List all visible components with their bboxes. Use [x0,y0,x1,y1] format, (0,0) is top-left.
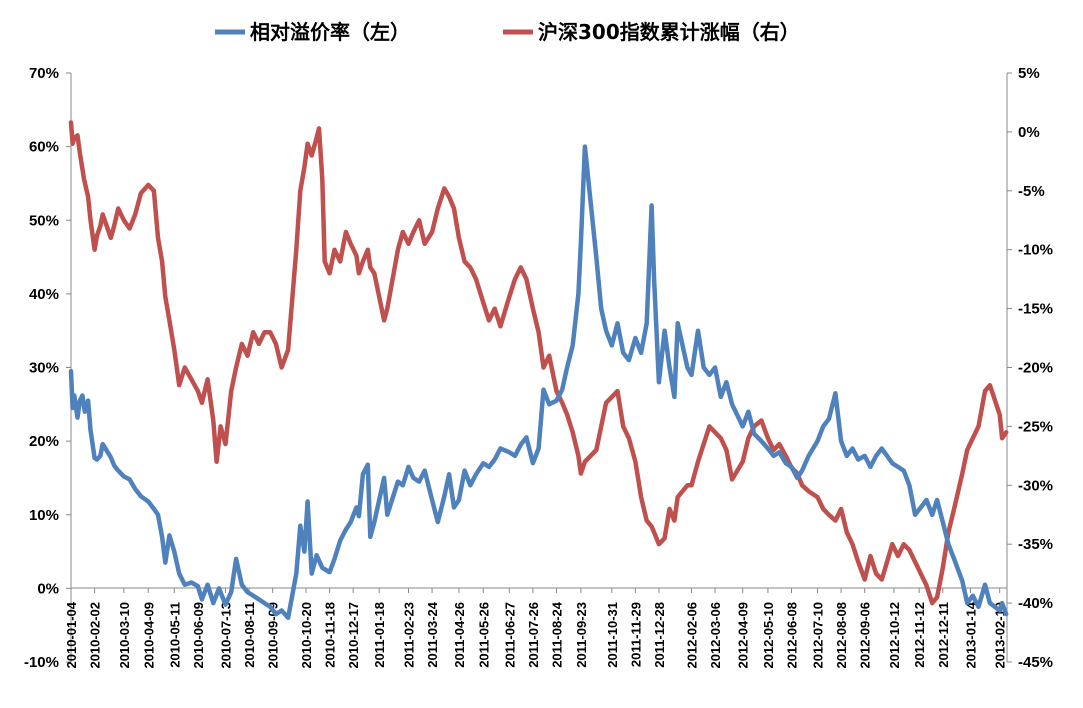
left-axis-tick-label: 20% [29,433,59,450]
x-axis-tick-label: 2012-02-06 [684,602,699,669]
legend-label-premium: 相对溢价率（左） [250,20,410,44]
x-axis-tick-label: 2011-05-26 [476,602,491,668]
x-axis-tick-label: 2013-01-14 [963,601,978,668]
legend: 相对溢价率（左） 沪深300指数累计涨幅（右） [215,20,800,44]
x-axis-tick-label: 2012-05-10 [761,602,776,669]
left-axis-tick-label: 70% [29,65,59,82]
x-axis-tick-label: 2010-04-09 [141,602,156,669]
x-axis-tick-label: 2011-01-18 [372,602,387,668]
x-axis-tick-label: 2011-11-29 [628,602,643,667]
axes [66,72,1012,663]
x-axis-tick-label: 2012-11-12 [912,602,927,668]
right-axis-tick-label: -10% [1018,242,1053,259]
x-axis-tick-label: 2010-10-20 [299,602,314,669]
right-axis-tick-label: -5% [1018,183,1045,200]
left-axis-tick-label: 40% [29,286,59,303]
x-axis-tick-label: 2012-03-06 [708,602,723,669]
right-axis-tick-labels: 5% 0% -5% -10% -15% -20% -25% -30% -35% -40% -45% [1018,65,1053,671]
legend-label-index: 沪深300指数累计涨幅（右） [538,20,800,44]
left-axis-tick-label: 50% [29,212,59,229]
x-axis-tick-label: 2010-02-02 [88,602,103,669]
left-axis-tick-label: 60% [29,139,59,156]
left-axis-tick-label: -10% [24,654,59,671]
x-axis-tick-labels: 2010-01-04 2010-02-02 2010-03-10 2010-04-09… [64,601,1008,668]
x-axis-tick-label: 2010-07-13 [219,602,234,669]
x-axis-tick-label: 2010-09-09 [266,602,281,669]
right-axis-tick-label: 0% [1018,124,1040,141]
right-axis-tick-label: -35% [1018,536,1053,553]
x-axis-tick-label: 2012-12-11 [936,602,951,668]
right-axis-tick-label: -15% [1018,301,1053,318]
series-line-premium [68,144,1009,621]
series-layer [68,120,1009,621]
x-axis-tick-label: 2011-06-27 [502,602,517,668]
x-axis-tick-label: 2011-10-31 [605,602,620,668]
right-axis-tick-label: -20% [1018,360,1053,377]
right-axis-tick-label: -25% [1018,418,1053,435]
x-axis-tick-label: 2011-07-26 [526,602,541,668]
x-axis-tick-label: 2010-08-11 [242,602,257,668]
left-axis-tick-label: 10% [29,507,59,524]
left-axis-tick-label: 30% [29,360,59,377]
x-axis-tick-label: 2013-02-19 [993,602,1008,669]
x-axis-tick-label: 2012-09-06 [858,602,873,669]
x-axis-tick-label: 2010-11-18 [323,602,338,668]
right-axis-tick-label: 5% [1018,65,1040,82]
x-axis-tick-label: 2012-06-08 [785,602,800,669]
x-axis-tick-label: 2010-06-09 [191,602,206,669]
right-axis-tick-label: -30% [1018,477,1053,494]
left-axis-tick-labels: 70% 60% 50% 40% 30% 20% 10% 0% -10% [24,65,59,671]
x-axis-tick-label: 2012-07-10 [811,602,826,669]
left-axis-tick-label: 0% [37,580,59,597]
x-axis-tick-label: 2010-05-11 [167,602,182,668]
x-axis-tick-label: 2011-03-24 [425,601,440,668]
x-axis-tick-label: 2011-02-23 [401,602,416,668]
right-axis-tick-label: -40% [1018,595,1053,612]
x-axis-tick-label: 2010-12-17 [346,602,361,669]
x-axis-tick-label: 2012-04-09 [736,602,751,669]
x-axis-tick-label: 2012-08-08 [834,602,849,669]
series-line-index [68,120,1009,606]
x-axis-tick-label: 2011-04-26 [452,602,467,668]
x-axis-tick-label: 2012-10-12 [887,602,902,669]
x-axis-tick-label: 2010-03-10 [117,602,132,669]
x-axis-tick-label: 2011-08-24 [549,601,564,668]
x-axis-tick-label: 2011-12-28 [652,602,667,668]
x-axis-tick-label: 2010-01-04 [64,601,79,668]
x-axis-tick-label: 2011-09-23 [574,602,589,668]
right-axis-tick-label: -45% [1018,654,1053,671]
